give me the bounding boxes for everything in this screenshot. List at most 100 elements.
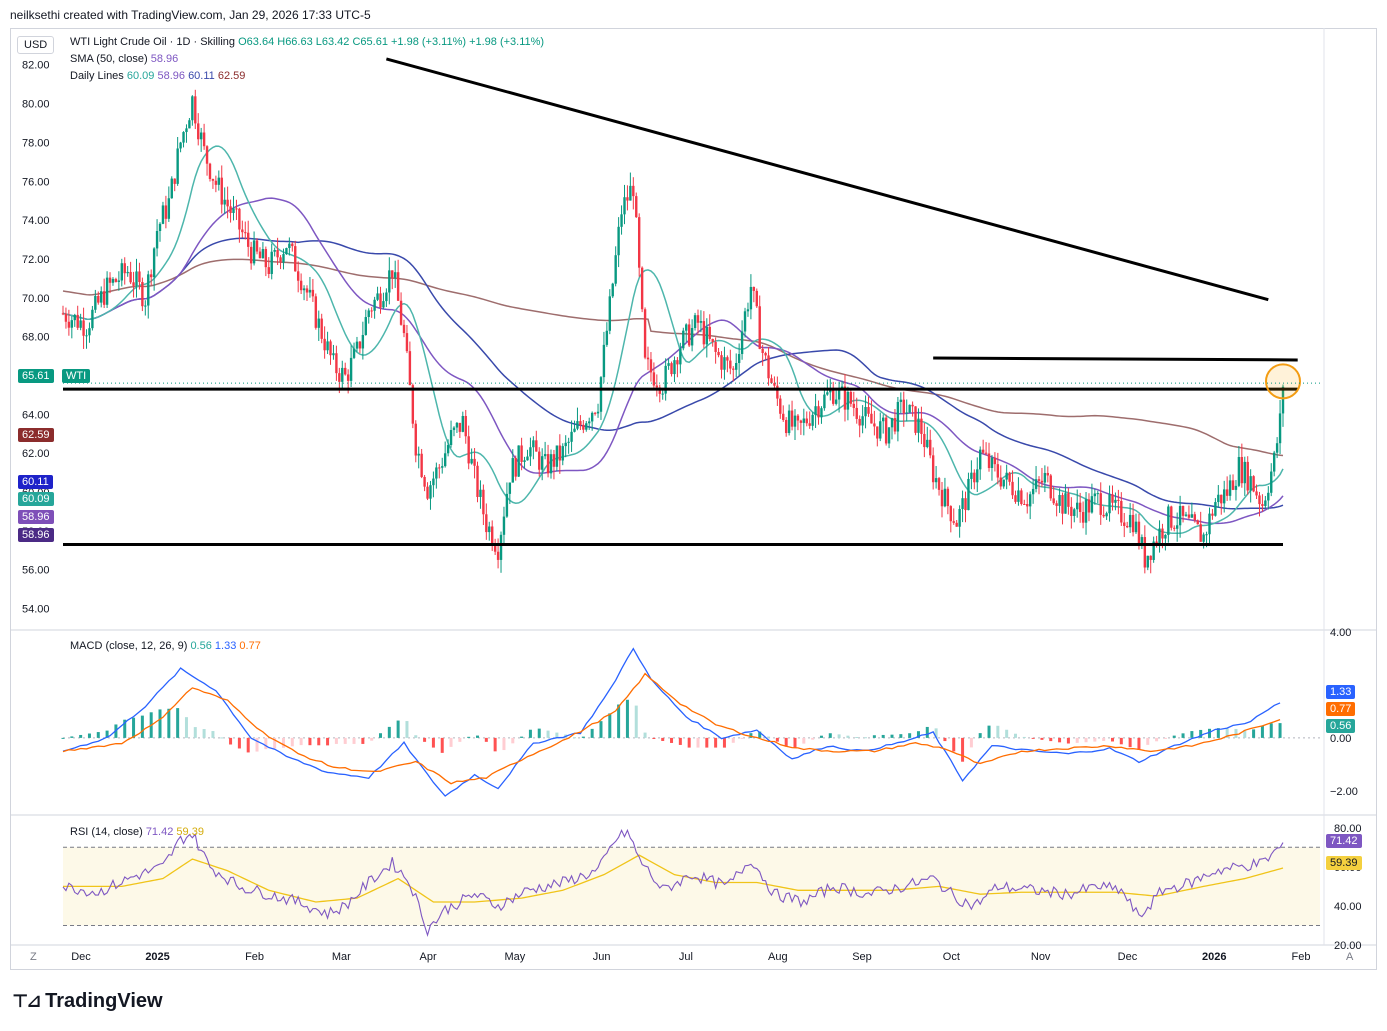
candle-body <box>864 407 867 417</box>
rsi-tag-value: 71.42 <box>1326 834 1362 848</box>
candle-body <box>443 453 447 467</box>
candle-body <box>614 255 617 284</box>
macd-histogram-bar <box>819 735 823 738</box>
macd-histogram-bar <box>308 737 312 746</box>
candle-body <box>690 328 694 346</box>
macd-histogram-bar <box>1119 737 1123 745</box>
candle-body <box>411 385 415 424</box>
macd-tag-signal: 0.77 <box>1326 702 1356 716</box>
auto-scale-a-button[interactable]: A <box>1346 951 1354 963</box>
macd-histogram-bar <box>634 705 638 738</box>
x-tick-label: Jun <box>593 951 611 963</box>
legend-macd[interactable]: MACD (close, 12, 26, 9) 0.56 1.33 0.77 <box>70 640 261 652</box>
macd-histogram-bar <box>184 717 188 738</box>
legend-symbol[interactable]: WTI Light Crude Oil · 1D · Skilling <box>70 36 236 48</box>
candle-body <box>687 324 691 346</box>
candle-body <box>585 423 588 430</box>
candle-body <box>887 427 891 444</box>
candle-body <box>549 454 553 474</box>
candle-body <box>623 197 626 215</box>
candle-body <box>543 454 547 457</box>
macd-histogram-bar <box>467 736 471 738</box>
candle-body <box>817 406 820 418</box>
log-scale-z-button[interactable]: Z <box>30 951 37 963</box>
candle-body <box>1211 513 1214 516</box>
candle-body <box>491 526 494 546</box>
legend-daily-lines[interactable]: Daily Lines 60.09 58.96 60.11 62.59 <box>70 70 245 82</box>
candle-body <box>1184 514 1188 516</box>
macd-histogram-bar <box>1022 736 1026 738</box>
macd-histogram-bar <box>1110 737 1114 742</box>
x-tick-label: Dec <box>1118 951 1138 963</box>
macd-histogram-bar <box>678 737 682 745</box>
x-tick-label: Dec <box>71 951 91 963</box>
candle-body <box>1275 443 1279 453</box>
candle-body <box>755 290 758 307</box>
price-tag-sma20: 60.09 <box>18 492 54 506</box>
candle-body <box>367 310 370 318</box>
macd-histogram-bar <box>934 728 938 738</box>
candle-body <box>1243 461 1246 484</box>
candle-body <box>593 412 597 414</box>
macd-line <box>62 647 1281 797</box>
legend-daily-1: 60.09 <box>126 70 155 82</box>
candle-body <box>1081 512 1085 523</box>
candle-body <box>952 521 955 523</box>
candle-body <box>723 357 726 370</box>
candle-body <box>970 472 973 479</box>
macd-histogram-bar <box>872 735 876 738</box>
candle-body <box>1270 471 1273 493</box>
candle-body <box>420 453 423 477</box>
x-tick-label: Nov <box>1031 951 1051 963</box>
legend-rsi[interactable]: RSI (14, close) 71.42 59.39 <box>70 826 204 838</box>
candle-body <box>1161 528 1164 539</box>
candle-body <box>532 440 535 448</box>
macd-histogram-bar <box>87 733 91 738</box>
candle-body <box>123 263 126 274</box>
macd-histogram-bar <box>61 737 65 739</box>
macd-histogram-bar <box>864 737 868 739</box>
macd-histogram-bar <box>1005 729 1009 738</box>
candle-body <box>1167 506 1170 535</box>
macd-histogram-bar <box>996 725 1000 738</box>
legend-sma[interactable]: SMA (50, close) 58.96 <box>70 53 178 65</box>
macd-histogram-bar <box>105 730 109 738</box>
macd-histogram-bar <box>458 737 462 742</box>
candle-body <box>405 333 409 352</box>
candle-body <box>426 486 429 499</box>
macd-histogram-bar <box>881 734 885 738</box>
macd-histogram-bar <box>520 736 524 738</box>
candle-body <box>346 374 350 381</box>
candle-body <box>558 445 562 461</box>
candle-body <box>802 418 806 423</box>
currency-button[interactable]: USD <box>17 36 55 54</box>
tradingview-logo[interactable]: ⊤⊿ TradingView <box>12 990 163 1013</box>
trendline <box>385 57 1269 302</box>
candle-body <box>67 321 71 328</box>
candle-body <box>270 251 273 274</box>
sma20-line <box>62 145 1284 535</box>
candle-body <box>849 391 853 404</box>
macd-histogram-bar <box>1049 737 1053 742</box>
candle-body <box>446 445 450 454</box>
legend-macd-hist: 0.56 <box>190 640 212 652</box>
candle-body <box>1111 494 1114 503</box>
candle-body <box>879 421 882 439</box>
y-tick-label: 82.00 <box>22 60 50 72</box>
candle-body <box>926 439 929 448</box>
candle-body <box>1255 491 1258 496</box>
candle-body <box>1240 457 1244 484</box>
macd-histogram-bar <box>652 737 656 739</box>
candle-body <box>132 282 135 286</box>
x-tick-label: Feb <box>1292 951 1311 963</box>
candle-body <box>899 399 903 402</box>
candle-body <box>708 326 711 339</box>
macd-histogram-bar <box>855 737 859 738</box>
header-credit: neilksethi created with TradingView.com,… <box>10 8 371 22</box>
macd-histogram-bar <box>625 699 629 738</box>
macd-histogram-bar <box>670 737 674 743</box>
candle-body <box>1202 534 1205 542</box>
candle-body <box>97 295 100 303</box>
candle-body <box>1281 386 1285 414</box>
